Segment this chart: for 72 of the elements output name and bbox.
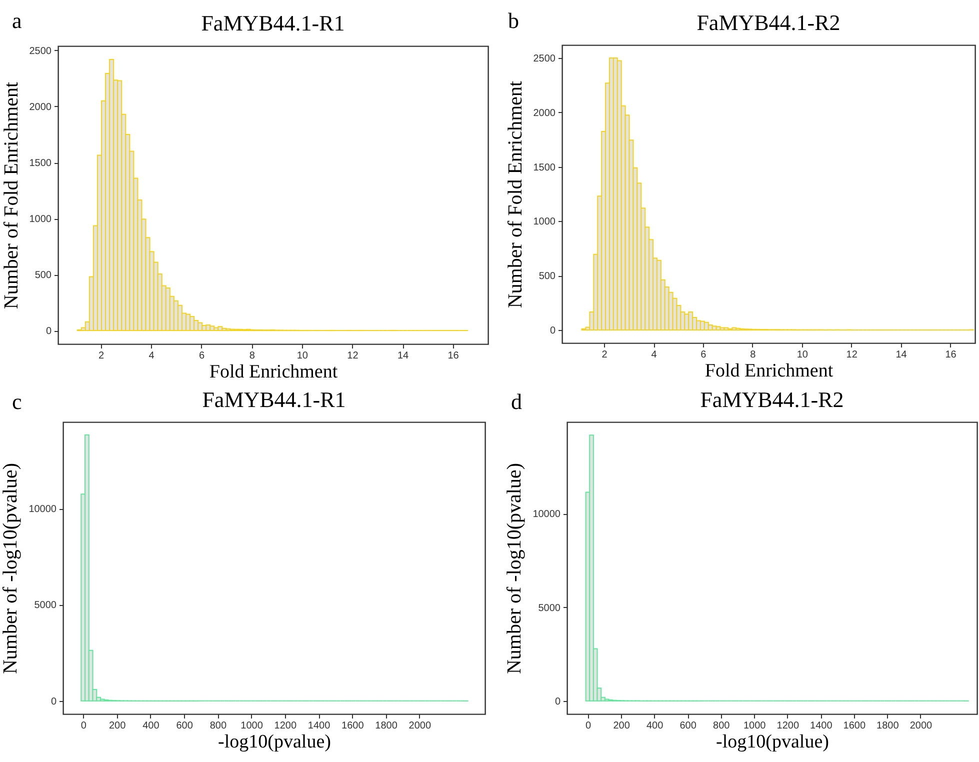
- x-tick-label: 0: [586, 720, 592, 732]
- x-axis-title: -log10(pvalue): [716, 732, 829, 752]
- x-tick-label: 1600: [342, 720, 364, 732]
- x-axis-title: Fold Enrichment: [704, 360, 834, 382]
- y-tick-label: 0: [550, 325, 556, 336]
- y-axis-title: Number of -log10(pvalue): [504, 462, 526, 674]
- x-tick-label: 2: [98, 350, 104, 362]
- x-tick-label: 8: [750, 350, 756, 360]
- y-tick-label: 1000: [533, 216, 556, 228]
- x-tick-label: 8: [249, 350, 256, 362]
- y-tick-label: 0: [50, 696, 57, 708]
- x-tick-label: 200: [108, 720, 126, 732]
- y-tick-label: 2500: [29, 46, 52, 57]
- y-axis-title: Number of -log10(pvalue): [0, 462, 22, 674]
- x-tick-label: 4: [148, 350, 155, 362]
- x-tick-label: 1400: [810, 720, 833, 732]
- x-tick-label: 10: [296, 350, 308, 362]
- x-tick-label: 2000: [910, 720, 933, 732]
- y-tick-label: 2500: [533, 54, 556, 65]
- x-tick-label: 14: [896, 350, 908, 360]
- text: c: [12, 389, 22, 414]
- x-tick-label: 1200: [274, 720, 297, 732]
- x-tick-label: 600: [176, 720, 194, 732]
- x-tick-label: 1200: [776, 720, 800, 732]
- text: b: [508, 8, 519, 33]
- x-tick-label: 6: [700, 350, 707, 360]
- x-tick-label: 200: [613, 720, 630, 732]
- y-tick-label: 5000: [34, 600, 57, 612]
- chart-title: FaMYB44.1-R1: [202, 387, 346, 412]
- x-tick-label: 16: [945, 350, 957, 360]
- y-tick-label: 1000: [29, 214, 52, 226]
- y-tick-label: 500: [34, 270, 52, 282]
- x-tick-label: 1600: [843, 720, 866, 732]
- x-tick-label: 1400: [308, 720, 331, 732]
- x-tick-label: 0: [80, 720, 87, 732]
- y-tick-label: 0: [554, 696, 561, 708]
- x-tick-label: 600: [680, 720, 697, 732]
- y-tick-label: 500: [538, 271, 556, 282]
- x-tick-label: 800: [713, 720, 730, 732]
- x-tick-label: 2: [602, 350, 608, 360]
- y-tick-label: 5000: [538, 602, 561, 614]
- x-tick-label: 1800: [876, 720, 900, 732]
- text: d: [511, 389, 522, 414]
- x-tick-label: 12: [347, 350, 359, 362]
- x-tick-label: 16: [448, 350, 460, 362]
- chart-title: FaMYB44.1-R2: [700, 387, 844, 412]
- x-tick-label: 10: [796, 350, 808, 360]
- y-tick-label: 10000: [532, 509, 561, 520]
- x-tick-label: 4: [651, 350, 658, 360]
- x-tick-label: 400: [142, 720, 160, 732]
- y-axis-title: Number of Fold Enrichment: [0, 81, 22, 310]
- text: a: [12, 8, 22, 33]
- x-tick-label: 1000: [240, 720, 264, 732]
- x-tick-label: 1000: [743, 720, 766, 732]
- y-tick-label: 10000: [28, 504, 57, 516]
- y-tick-label: 2000: [533, 108, 556, 119]
- chart-title: FaMYB44.1-R2: [696, 10, 840, 35]
- x-axis-title: Fold Enrichment: [209, 362, 338, 382]
- y-tick-label: 0: [46, 326, 52, 338]
- y-axis-title: Number of Fold Enrichment: [504, 80, 526, 308]
- y-tick-label: 1500: [533, 162, 556, 174]
- x-tick-label: 2000: [408, 720, 432, 732]
- x-tick-label: 800: [210, 720, 227, 732]
- x-tick-label: 6: [199, 350, 206, 362]
- x-tick-label: 1800: [375, 720, 398, 732]
- x-tick-label: 14: [397, 350, 409, 362]
- x-tick-label: 400: [646, 720, 664, 732]
- x-tick-label: 12: [846, 350, 858, 360]
- chart-title: FaMYB44.1-R1: [201, 10, 345, 36]
- x-axis-title: -log10(pvalue): [218, 732, 331, 752]
- y-tick-label: 2000: [29, 102, 52, 113]
- y-tick-label: 1500: [29, 158, 52, 170]
